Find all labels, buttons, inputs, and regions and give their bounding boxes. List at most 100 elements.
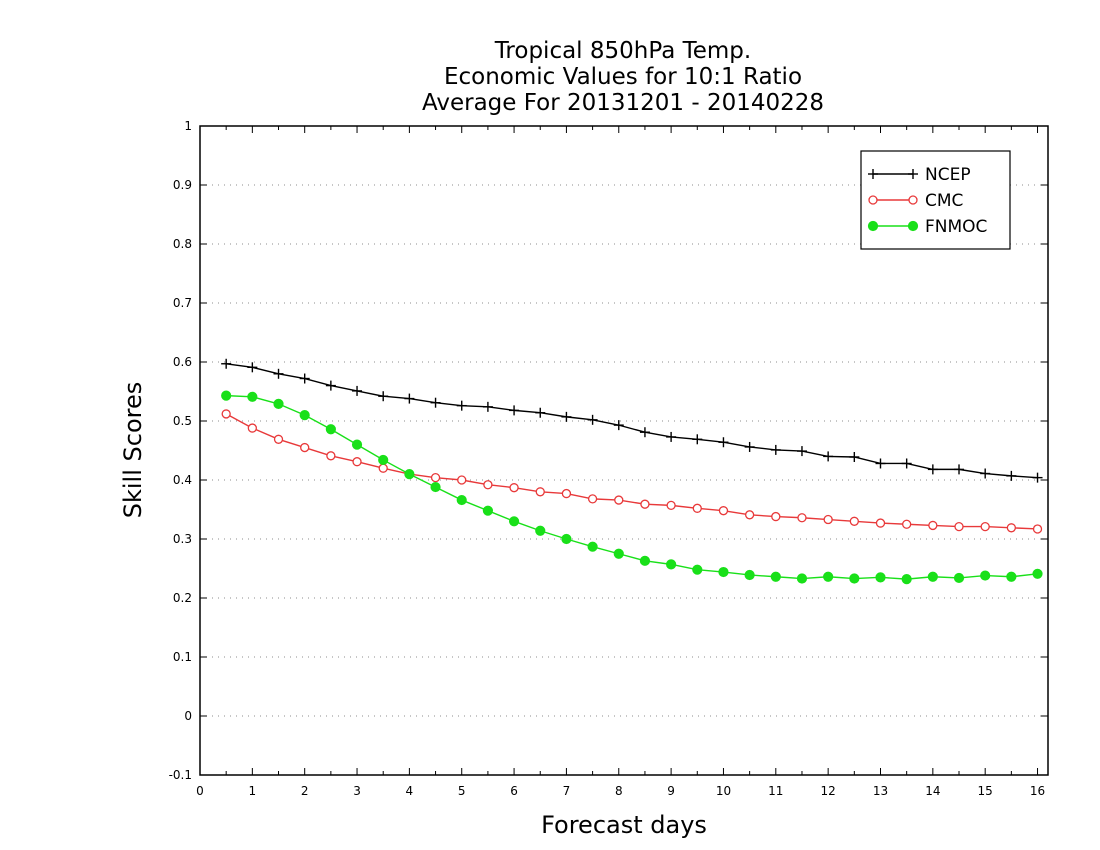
data-point-cmc [771,511,781,522]
data-point-fnmoc [1006,571,1017,582]
data-point-fnmoc [221,390,232,401]
data-point-ncep [796,446,807,457]
data-point-fnmoc [482,505,494,516]
plot-frame [199,125,1049,776]
data-point-cmc [744,510,755,520]
data-point-ncep [1006,470,1017,481]
legend-label-cmc: CMC [925,191,963,211]
x-tick-label: 2 [301,784,309,798]
y-tick-label: 0.5 [173,414,192,428]
data-point-cmc [823,514,833,525]
series-line-ncep [226,363,1038,479]
chart-title: Tropical 850hPa Temp. Economic Values fo… [422,38,824,116]
data-point-cmc [640,499,650,509]
x-tick-label: 14 [925,784,940,798]
x-tick-label: 10 [716,784,731,798]
data-point-fnmoc [770,571,781,582]
legend-item-ncep: NCEP [868,165,971,185]
data-point-cmc [587,494,598,504]
data-point-cmc [430,472,441,483]
y-axis: -0.1 0 0.1 0.2 0.3 0.4 0.5 0.6 0.7 0.8 0.9 1 [169,119,1048,782]
data-point-cmc [352,457,362,467]
data-point-fnmoc [378,454,389,466]
data-point-ncep [299,373,310,384]
title-line-2: Economic Values for 10:1 Ratio [444,64,802,90]
data-point-cmc [326,451,336,461]
data-point-fnmoc [273,398,284,409]
y-tick-label: 0.2 [173,591,192,605]
data-point-fnmoc [456,494,467,506]
data-point-cmc [954,521,964,532]
data-point-cmc [666,500,676,511]
y-tick-label: 0.8 [173,237,192,251]
x-tick-label: 0 [196,784,204,798]
data-point-fnmoc [849,573,860,584]
data-point-cmc [483,480,493,490]
legend-marker [867,220,879,232]
data-point-cmc [928,520,938,531]
data-point-ncep [613,420,624,431]
data-point-fnmoc [247,391,258,402]
data-point-fnmoc [404,469,415,480]
data-point-fnmoc [692,564,703,575]
data-point-cmc [457,475,467,485]
data-point-ncep [927,464,938,475]
data-point-fnmoc [587,541,598,552]
data-point-cmc [902,519,912,529]
data-point-ncep [718,437,729,448]
data-point-ncep [639,427,650,438]
data-point-cmc [300,442,310,453]
data-point-cmc [875,518,886,528]
legend: NCEP CMC FNMOC [860,150,1011,250]
data-point-cmc [614,495,624,505]
y-tick-label: 0.7 [173,296,192,310]
data-point-fnmoc [718,566,729,578]
data-point-ncep [352,385,363,396]
legend-marker [908,169,918,179]
data-point-fnmoc [613,548,624,559]
data-point-ncep [509,405,520,416]
y-tick-label: 0.1 [173,650,192,664]
data-point-ncep [770,444,781,455]
data-point-fnmoc [901,574,912,585]
x-tick-label: 9 [667,784,675,798]
data-point-cmc [221,409,231,419]
data-point-ncep [849,451,860,462]
y-axis-title: Skill Scores [119,382,147,519]
data-point-ncep [378,391,389,402]
data-point-cmc [797,513,807,523]
y-tick-label: 0.3 [173,532,192,546]
data-point-ncep [535,407,546,418]
data-point-fnmoc [561,533,572,545]
data-point-fnmoc [535,525,546,536]
legend-item-cmc: CMC [868,191,963,211]
title-line-1: Tropical 850hPa Temp. [494,38,751,64]
series-cmc [221,409,1043,534]
legend-label-fnmoc: FNMOC [925,217,987,237]
data-point-cmc [1006,523,1017,533]
x-tick-label: 7 [563,784,571,798]
x-axis: 0 1 2 3 4 5 6 7 8 9 10 11 12 13 14 15 16 [196,126,1045,798]
data-point-cmc [378,463,388,473]
data-point-ncep [980,468,991,479]
data-point-fnmoc [351,439,363,450]
gridlines [200,184,1048,717]
data-point-ncep [666,431,677,442]
series-fnmoc [221,390,1043,585]
y-tick-label: 0.4 [173,473,192,487]
y-tick-label: 0.9 [173,178,192,192]
x-axis-title: Forecast days [541,811,707,839]
data-point-ncep [744,441,755,452]
x-tick-label: 8 [615,784,623,798]
data-point-ncep [561,411,572,422]
data-point-fnmoc [508,516,520,527]
data-point-cmc [273,434,284,444]
data-point-cmc [718,506,729,516]
series-line-fnmoc [226,394,1038,580]
data-point-cmc [247,423,257,433]
x-tick-label: 12 [821,784,836,798]
data-point-fnmoc [823,571,834,582]
data-point-cmc [535,487,545,497]
x-tick-label: 13 [873,784,888,798]
